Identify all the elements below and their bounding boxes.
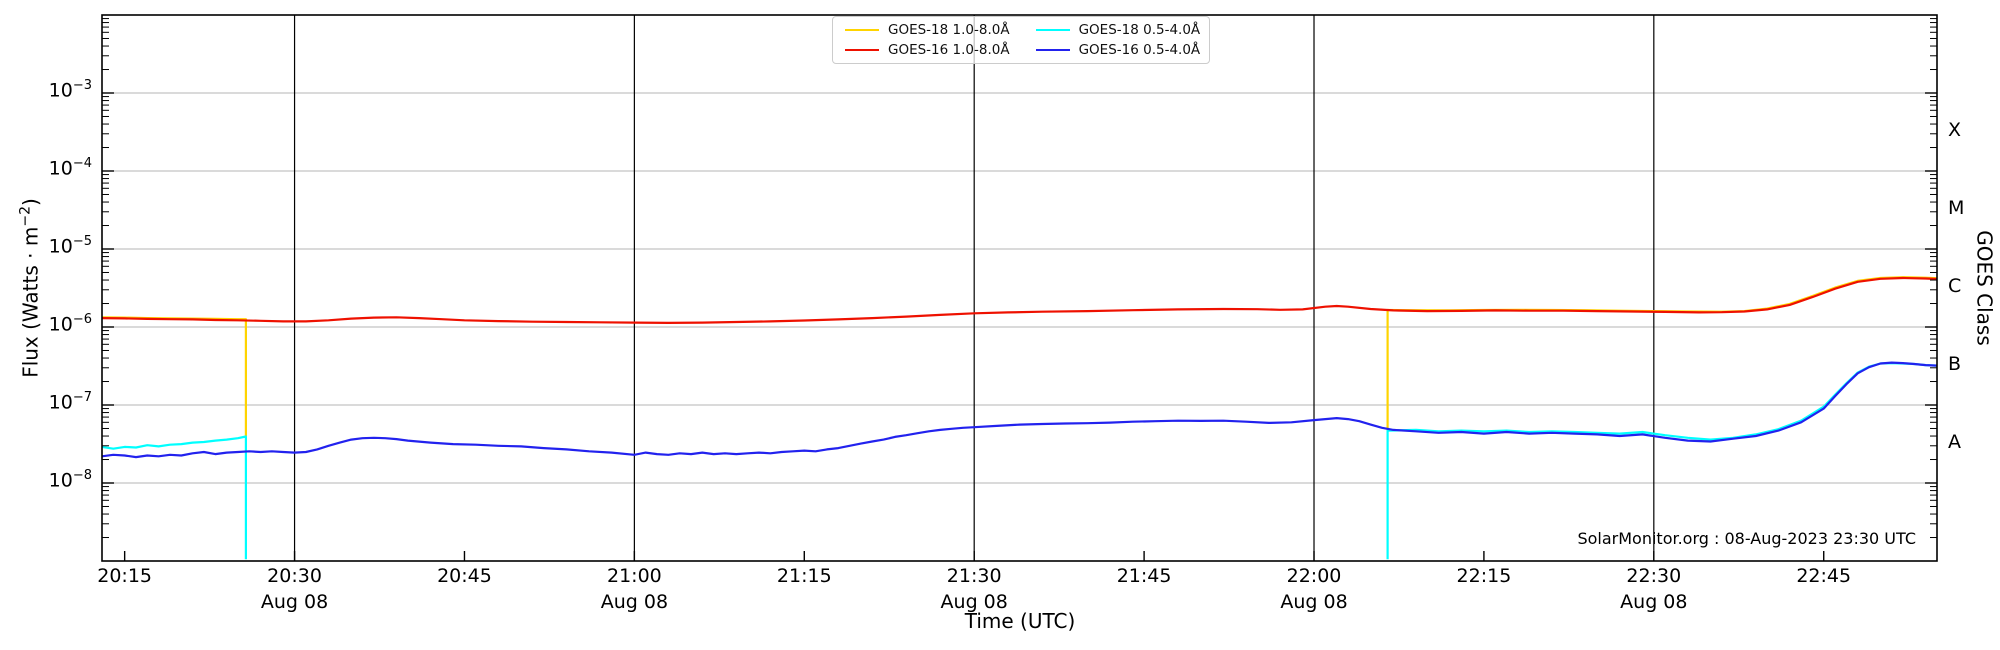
plot-border bbox=[101, 14, 1938, 562]
legend-line-swatch-goes18-short bbox=[1035, 28, 1070, 32]
legend-line-swatch-goes16-short bbox=[1035, 48, 1070, 52]
legend-line-swatch-goes18-long bbox=[845, 28, 879, 32]
legend-item-goes18-long: GOES-18 1.0-8.0Å bbox=[845, 22, 1010, 38]
legend-item-goes16-short: GOES-16 0.5-4.0Å bbox=[1035, 42, 1201, 58]
legend-label: GOES-18 1.0-8.0Å bbox=[888, 22, 1010, 38]
legend: GOES-18 1.0-8.0Å GOES-16 1.0-8.0Å GOES-1… bbox=[832, 16, 1210, 64]
legend-item-goes18-short: GOES-18 0.5-4.0Å bbox=[1035, 22, 1201, 38]
series-goes18-short bbox=[1386, 362, 1938, 560]
legend-label: GOES-16 0.5-4.0Å bbox=[1078, 42, 1201, 58]
legend-label: GOES-16 1.0-8.0Å bbox=[888, 42, 1010, 58]
legend-label: GOES-18 0.5-4.0Å bbox=[1078, 22, 1201, 38]
legend-item-goes16-long: GOES-16 1.0-8.0Å bbox=[845, 42, 1010, 58]
series-goes18-long bbox=[1386, 276, 1938, 432]
legend-line-swatch-goes16-long bbox=[845, 48, 879, 52]
series-goes16-long bbox=[101, 276, 1938, 324]
series-goes18-long bbox=[101, 316, 247, 436]
series-goes16-short bbox=[101, 361, 1938, 459]
series-goes18-short bbox=[101, 435, 247, 560]
